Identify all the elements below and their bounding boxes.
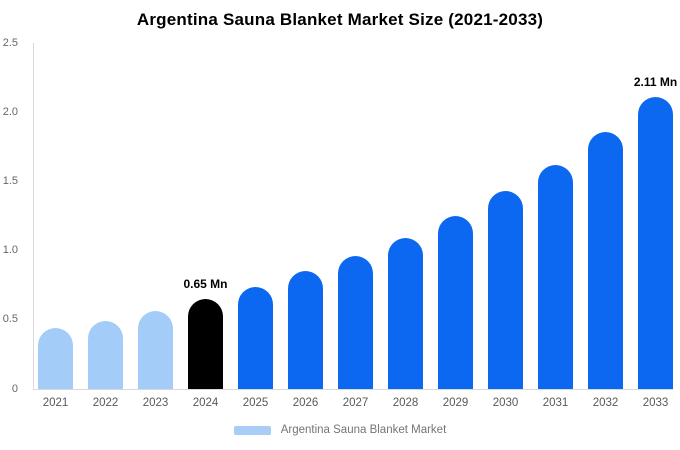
bar-2032 <box>588 131 623 389</box>
bar-2023 <box>138 311 173 389</box>
chart-title: Argentina Sauna Blanket Market Size (202… <box>136 10 544 29</box>
y-tick-label: 1.0 <box>2 244 18 257</box>
x-label-2023: 2023 <box>142 397 169 409</box>
x-label-2028: 2028 <box>392 397 419 409</box>
x-label-2022: 2022 <box>92 397 119 409</box>
legend: Argentina Sauna Blanket Market <box>0 424 680 436</box>
bar-2027 <box>338 256 373 389</box>
x-label-2031: 2031 <box>542 397 569 409</box>
legend-item-market[interactable]: Argentina Sauna Blanket Market <box>233 424 447 436</box>
x-label-2021: 2021 <box>42 397 69 409</box>
x-label-2026: 2026 <box>292 397 319 409</box>
x-label-2033: 2033 <box>642 397 669 409</box>
x-label-2027: 2027 <box>342 397 369 409</box>
bar-2026 <box>288 271 323 389</box>
annotation-2024: 0.65 Mn <box>183 277 228 292</box>
y-tick-label: 2.0 <box>2 105 18 118</box>
y-tick-label: 1.5 <box>2 174 18 187</box>
bar-2031 <box>538 164 573 389</box>
bar-2021 <box>38 328 73 389</box>
x-axis-line <box>33 389 673 390</box>
y-tick-label: 2.5 <box>2 36 18 49</box>
bar-2022 <box>88 321 123 389</box>
bar-2025 <box>238 286 273 389</box>
x-label-2029: 2029 <box>442 397 469 409</box>
legend-swatch <box>233 425 271 435</box>
bar-2024 <box>188 299 223 389</box>
bar-2030 <box>488 191 523 389</box>
x-label-2030: 2030 <box>492 397 519 409</box>
y-tick-label: 0 <box>11 382 18 395</box>
y-axis-line <box>33 43 34 389</box>
x-label-2032: 2032 <box>592 397 619 409</box>
legend-label: Argentina Sauna Blanket Market <box>280 424 447 436</box>
x-label-2024: 2024 <box>192 397 219 409</box>
annotation-2033: 2.11 Mn <box>633 74 678 89</box>
x-label-2025: 2025 <box>242 397 269 409</box>
bar-2033 <box>638 96 673 389</box>
y-tick-label: 0.5 <box>2 313 18 326</box>
bar-2028 <box>388 238 423 389</box>
bar-2029 <box>438 216 473 389</box>
